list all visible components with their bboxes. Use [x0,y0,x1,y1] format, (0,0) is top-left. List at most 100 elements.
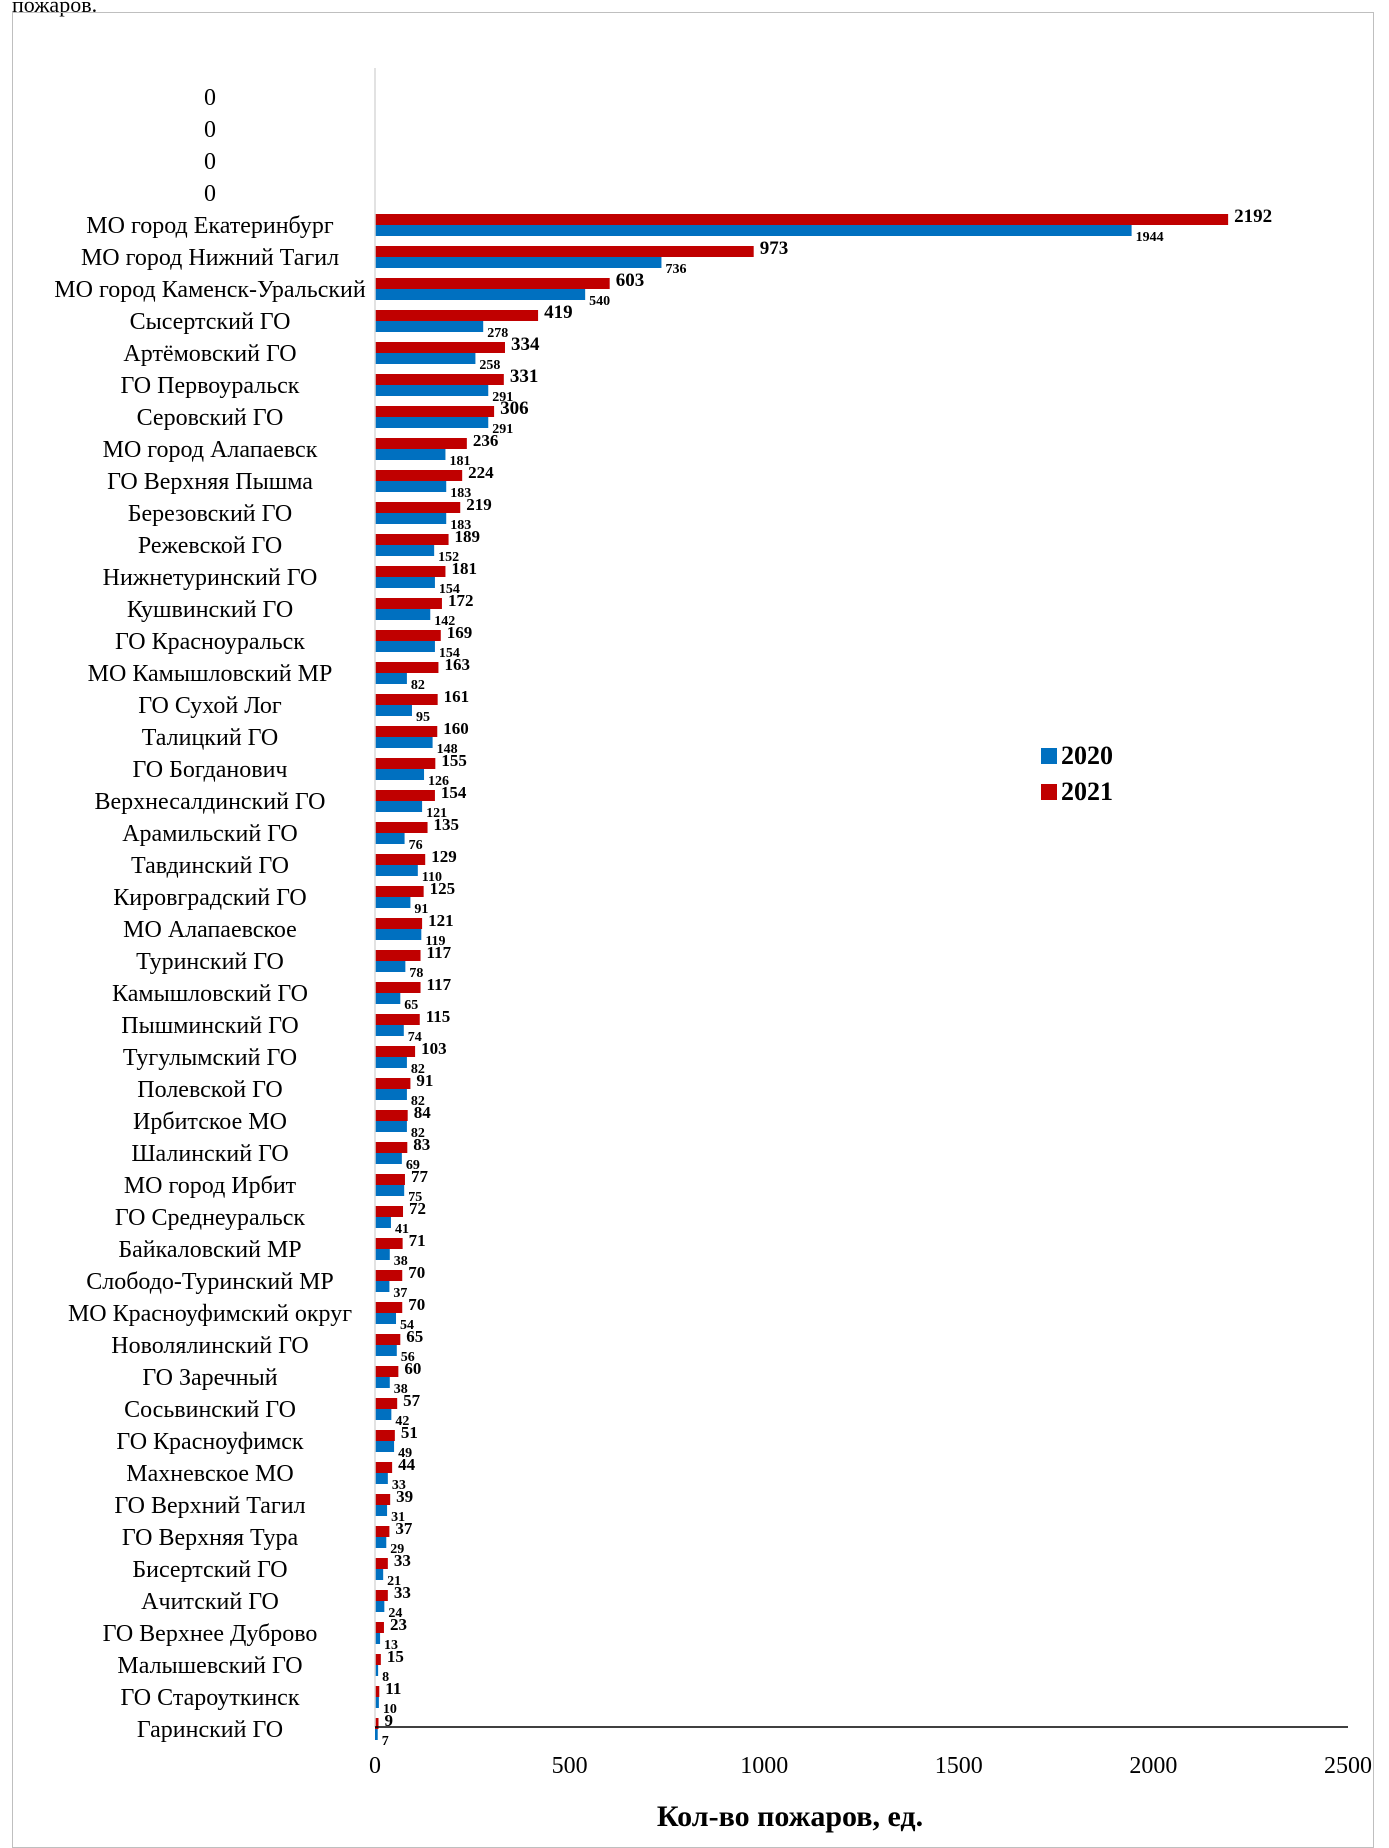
data-label-2020: 65 [404,998,418,1013]
bar-2020 [375,1441,395,1452]
bar-2021 [375,246,754,257]
bar-2021 [375,950,421,961]
bar-2021 [375,854,426,865]
bar-2021 [375,374,504,385]
bar-2020 [375,1153,402,1164]
bar-2021 [375,1462,393,1473]
data-label-2021: 117 [427,975,452,994]
data-label-2020: 1944 [1136,230,1164,245]
data-label-2020: 21 [387,1574,401,1589]
data-label-2021: 60 [404,1359,421,1378]
bar-2020 [375,801,423,812]
category-label: Тугулымский ГО [123,1045,297,1071]
category-label: Режевской ГО [138,533,282,559]
data-labels: 2192194497373660354041927833425833129130… [382,206,1272,1749]
category-label: Ачитский ГО [141,1589,279,1615]
data-label-2020: 10 [383,1702,397,1717]
bar-2021 [375,470,463,481]
data-label-2020: 736 [665,262,686,277]
data-label-2021: 44 [398,1455,416,1474]
bar-2020 [375,1089,407,1100]
category-label: Шалинский ГО [131,1141,288,1167]
bar-2021 [375,1238,403,1249]
bar-2020 [375,353,476,364]
bar-2020 [375,993,401,1004]
bar-2021 [375,278,610,289]
data-label-2020: 75 [408,1190,422,1205]
data-label-2020: 69 [406,1158,420,1173]
category-label: ГО Богданович [133,757,288,783]
data-label-2021: 161 [444,687,470,706]
data-label-2021: 23 [390,1615,407,1634]
data-label-2020: 7 [382,1734,389,1749]
data-label-2021: 172 [448,591,474,610]
data-label-2021: 117 [427,943,452,962]
data-label-2021: 84 [414,1103,432,1122]
bar-2021 [375,1398,398,1409]
data-label-2020: 13 [384,1638,398,1653]
category-label: Тавдинский ГО [131,853,289,879]
category-label: МО город Нижний Тагил [81,245,339,271]
category-label: ГО Староуткинск [121,1685,300,1711]
category-label: МО Алапаевское [123,917,297,943]
data-label-2020: 37 [393,1286,407,1301]
x-tick-label: 1500 [935,1753,983,1779]
category-label: Серовский ГО [137,405,284,431]
bar-2021 [375,598,442,609]
data-label-2021: 189 [455,527,481,546]
data-label-2021: 163 [444,655,470,674]
bar-2021 [375,502,461,513]
bar-2021 [375,1142,408,1153]
data-label-2020: 41 [395,1222,409,1237]
bar-2021 [375,1590,388,1601]
data-label-2021: 15 [387,1647,404,1666]
data-label-2020: 540 [589,294,610,309]
category-label: ГО Верхнее Дуброво [103,1621,318,1647]
category-label: Туринский ГО [136,949,284,975]
bar-2021 [375,790,435,801]
category-label: Пышминский ГО [121,1013,298,1039]
bars-group [375,214,1229,1740]
bar-2021 [375,1622,384,1633]
bar-2021 [375,1718,379,1729]
category-label: Кушвинский ГО [127,597,293,623]
bar-2020 [375,417,489,428]
category-label: МО город Екатеринбург [86,213,334,239]
bar-2021 [375,534,449,545]
bar-2020 [375,609,431,620]
category-label: 0 [204,85,216,111]
bar-2021 [375,726,438,737]
data-label-2020: 291 [492,422,513,437]
data-label-2020: 54 [400,1318,414,1333]
bar-2020 [375,1185,405,1196]
bar-2020 [375,1249,390,1260]
data-label-2021: 2192 [1234,206,1272,227]
bar-2020 [375,257,662,268]
bar-2020 [375,897,411,908]
bar-2020 [375,385,489,396]
bar-2020 [375,1633,381,1644]
data-label-2020: 56 [401,1350,415,1365]
category-label: 0 [204,181,216,207]
data-label-2021: 51 [401,1423,418,1442]
category-label: Малышевский ГО [117,1653,302,1679]
data-label-2020: 152 [438,550,459,565]
bar-2020 [375,769,425,780]
bar-2020 [375,929,422,940]
data-label-2021: 973 [760,238,789,259]
data-label-2020: 258 [479,358,500,373]
data-label-2021: 83 [413,1135,430,1154]
data-label-2021: 236 [473,431,499,450]
data-label-2021: 71 [409,1231,426,1250]
data-label-2021: 65 [406,1327,423,1346]
legend-swatch-2021 [1041,784,1057,800]
data-label-2020: 82 [411,678,425,693]
bar-2021 [375,1526,390,1537]
bar-2021 [375,1494,391,1505]
bar-2020 [375,225,1132,236]
data-label-2020: 8 [382,1670,389,1685]
data-label-2020: 121 [426,806,447,821]
data-label-2020: 181 [449,454,470,469]
data-label-2021: 121 [428,911,454,930]
bar-2020 [375,1025,404,1036]
